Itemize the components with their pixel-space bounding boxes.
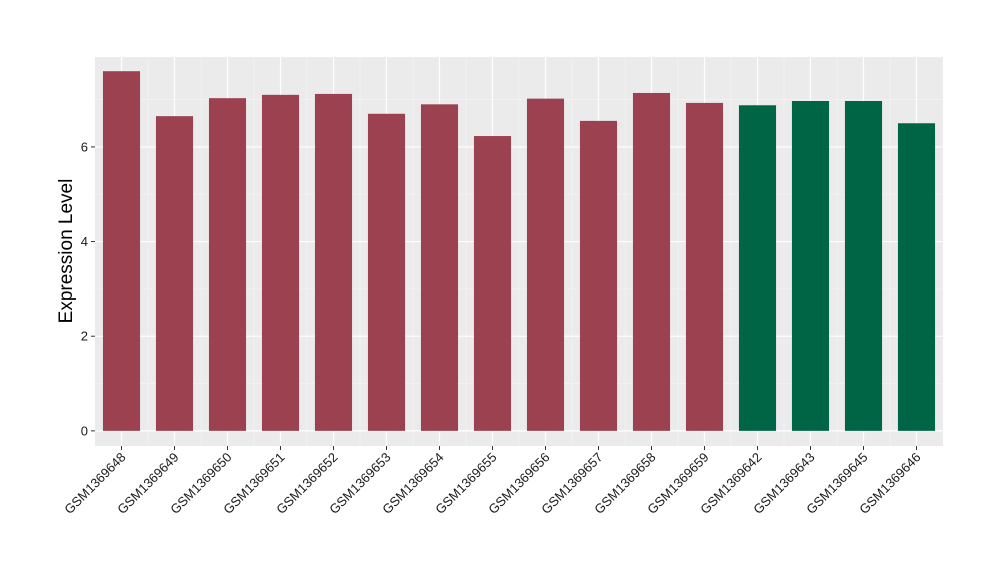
x-axis: GSM1369648GSM1369649GSM1369650GSM1369651… — [61, 446, 924, 517]
bar — [367, 113, 406, 431]
bar — [844, 101, 883, 431]
bar — [526, 98, 565, 431]
y-tick-label: 2 — [81, 329, 88, 344]
y-tick-label: 0 — [81, 423, 88, 438]
bar — [155, 116, 194, 431]
y-tick-label: 4 — [81, 234, 88, 249]
y-axis-title: Expression Level — [56, 179, 77, 324]
bar — [685, 102, 724, 431]
bar — [897, 123, 936, 431]
bar — [579, 120, 618, 431]
y-axis: 0 2 4 6 — [81, 139, 95, 438]
y-tick-label: 6 — [81, 139, 88, 154]
bar — [632, 92, 671, 431]
bar — [791, 101, 830, 431]
bar — [208, 98, 247, 431]
bar — [102, 71, 141, 431]
bars — [102, 71, 936, 431]
bar — [261, 94, 300, 431]
bar — [473, 136, 512, 431]
bar — [420, 104, 459, 431]
bar — [314, 93, 353, 431]
bar — [738, 105, 777, 431]
